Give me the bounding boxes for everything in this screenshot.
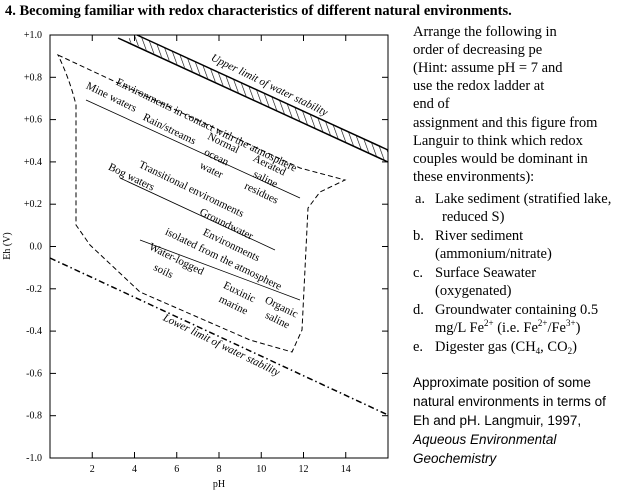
text: ) [576, 320, 581, 336]
caption-line: natural environments in terms of [413, 394, 606, 409]
y-tick-label: +0.4 [24, 157, 42, 168]
instruction-line: end of [413, 96, 450, 112]
item-text: Groundwater containing 0.5 [435, 302, 598, 318]
instruction-line: Arrange the following in [413, 24, 558, 40]
divider [139, 239, 301, 301]
environment-boundary [56, 53, 347, 353]
item-letter: e. [413, 339, 423, 355]
item-text: mg/L Fe2+ (i.e. Fe2+/Fe3+) [435, 318, 581, 336]
text: ) [572, 339, 577, 355]
y-tick-label: +0.2 [24, 199, 42, 210]
divider [85, 99, 301, 199]
region-label: soils [152, 261, 175, 281]
caption-line: Eh and pH. Langmuir, 1997, [413, 413, 581, 428]
y-tick-label: -0.2 [26, 284, 42, 295]
region-label: Lower limit of water stability [160, 311, 282, 379]
y-axis-label: Eh (V) [2, 232, 13, 260]
x-tick-label: 14 [341, 464, 351, 475]
y-tick-label: +0.6 [24, 115, 42, 126]
superscript: 3+ [566, 318, 576, 328]
instruction-line: these environments): [413, 169, 534, 185]
item-letter: d. [413, 302, 424, 318]
subscript: 4 [536, 346, 541, 356]
caption: Approximate position of some natural env… [412, 375, 606, 466]
y-tick-label: -0.6 [26, 368, 42, 379]
upper-limit-line [117, 37, 389, 163]
subscript: 2 [568, 346, 573, 356]
y-tick-label: +0.8 [24, 72, 42, 83]
instruction-line: couples would be dominant in [413, 151, 589, 167]
x-tick-label: 4 [132, 464, 137, 475]
divider [119, 177, 276, 251]
title: 4. Becoming familiar with redox characte… [5, 3, 512, 19]
caption-line: Geochemistry [413, 451, 498, 466]
item-text: (ammonium/nitrate) [435, 246, 552, 262]
x-tick-label: 6 [174, 464, 179, 475]
upper-limit-line [136, 34, 389, 151]
hatched-band [125, 35, 388, 162]
text: (i.e. Fe [494, 320, 538, 336]
caption-line: Approximate position of some [413, 375, 591, 390]
item-text: reduced S) [442, 209, 505, 225]
y-tick-label: +1.0 [24, 30, 42, 41]
superscript: 2+ [484, 318, 494, 328]
item-text: Lake sediment (stratified lake, [435, 191, 611, 207]
text: mg/L Fe [435, 320, 484, 336]
instruction-line: Languir to think which redox [413, 133, 584, 149]
figure: Upper limit of water stability Environme… [2, 30, 389, 490]
y-tick-label: -1.0 [26, 453, 42, 464]
instructions: Arrange the following in order of decrea… [413, 24, 611, 356]
y-tick-label: -0.8 [26, 411, 42, 422]
x-tick-label: 2 [90, 464, 95, 475]
y-tick-label: 0.0 [30, 242, 43, 253]
lower-limit-line [49, 257, 389, 416]
text: Digester gas (CH [435, 339, 536, 355]
item-letter: a. [415, 191, 425, 207]
instruction-line: use the redox ladder at [413, 78, 544, 94]
x-tick-label: 12 [299, 464, 309, 475]
instruction-line: order of decreasing pe [413, 42, 542, 58]
instruction-line: assignment and this figure from [413, 115, 598, 131]
text: , CO [540, 339, 567, 355]
item-letter: b. [413, 228, 424, 244]
x-tick-label: 8 [217, 464, 222, 475]
x-axis-label: pH [213, 479, 225, 490]
y-tick-label: -0.4 [26, 326, 42, 337]
item-text: Digester gas (CH4, CO2) [435, 339, 577, 356]
superscript: 2+ [538, 318, 548, 328]
item-text: Surface Seawater [435, 265, 536, 281]
instruction-line: (Hint: assume pH = 7 and [413, 60, 563, 76]
x-tick-label: 10 [256, 464, 266, 475]
item-text: (oxygenated) [435, 283, 512, 299]
text: /Fe [547, 320, 566, 336]
item-text: River sediment [435, 228, 523, 244]
item-letter: c. [413, 265, 423, 281]
caption-line: Aqueous Environmental [412, 432, 557, 447]
